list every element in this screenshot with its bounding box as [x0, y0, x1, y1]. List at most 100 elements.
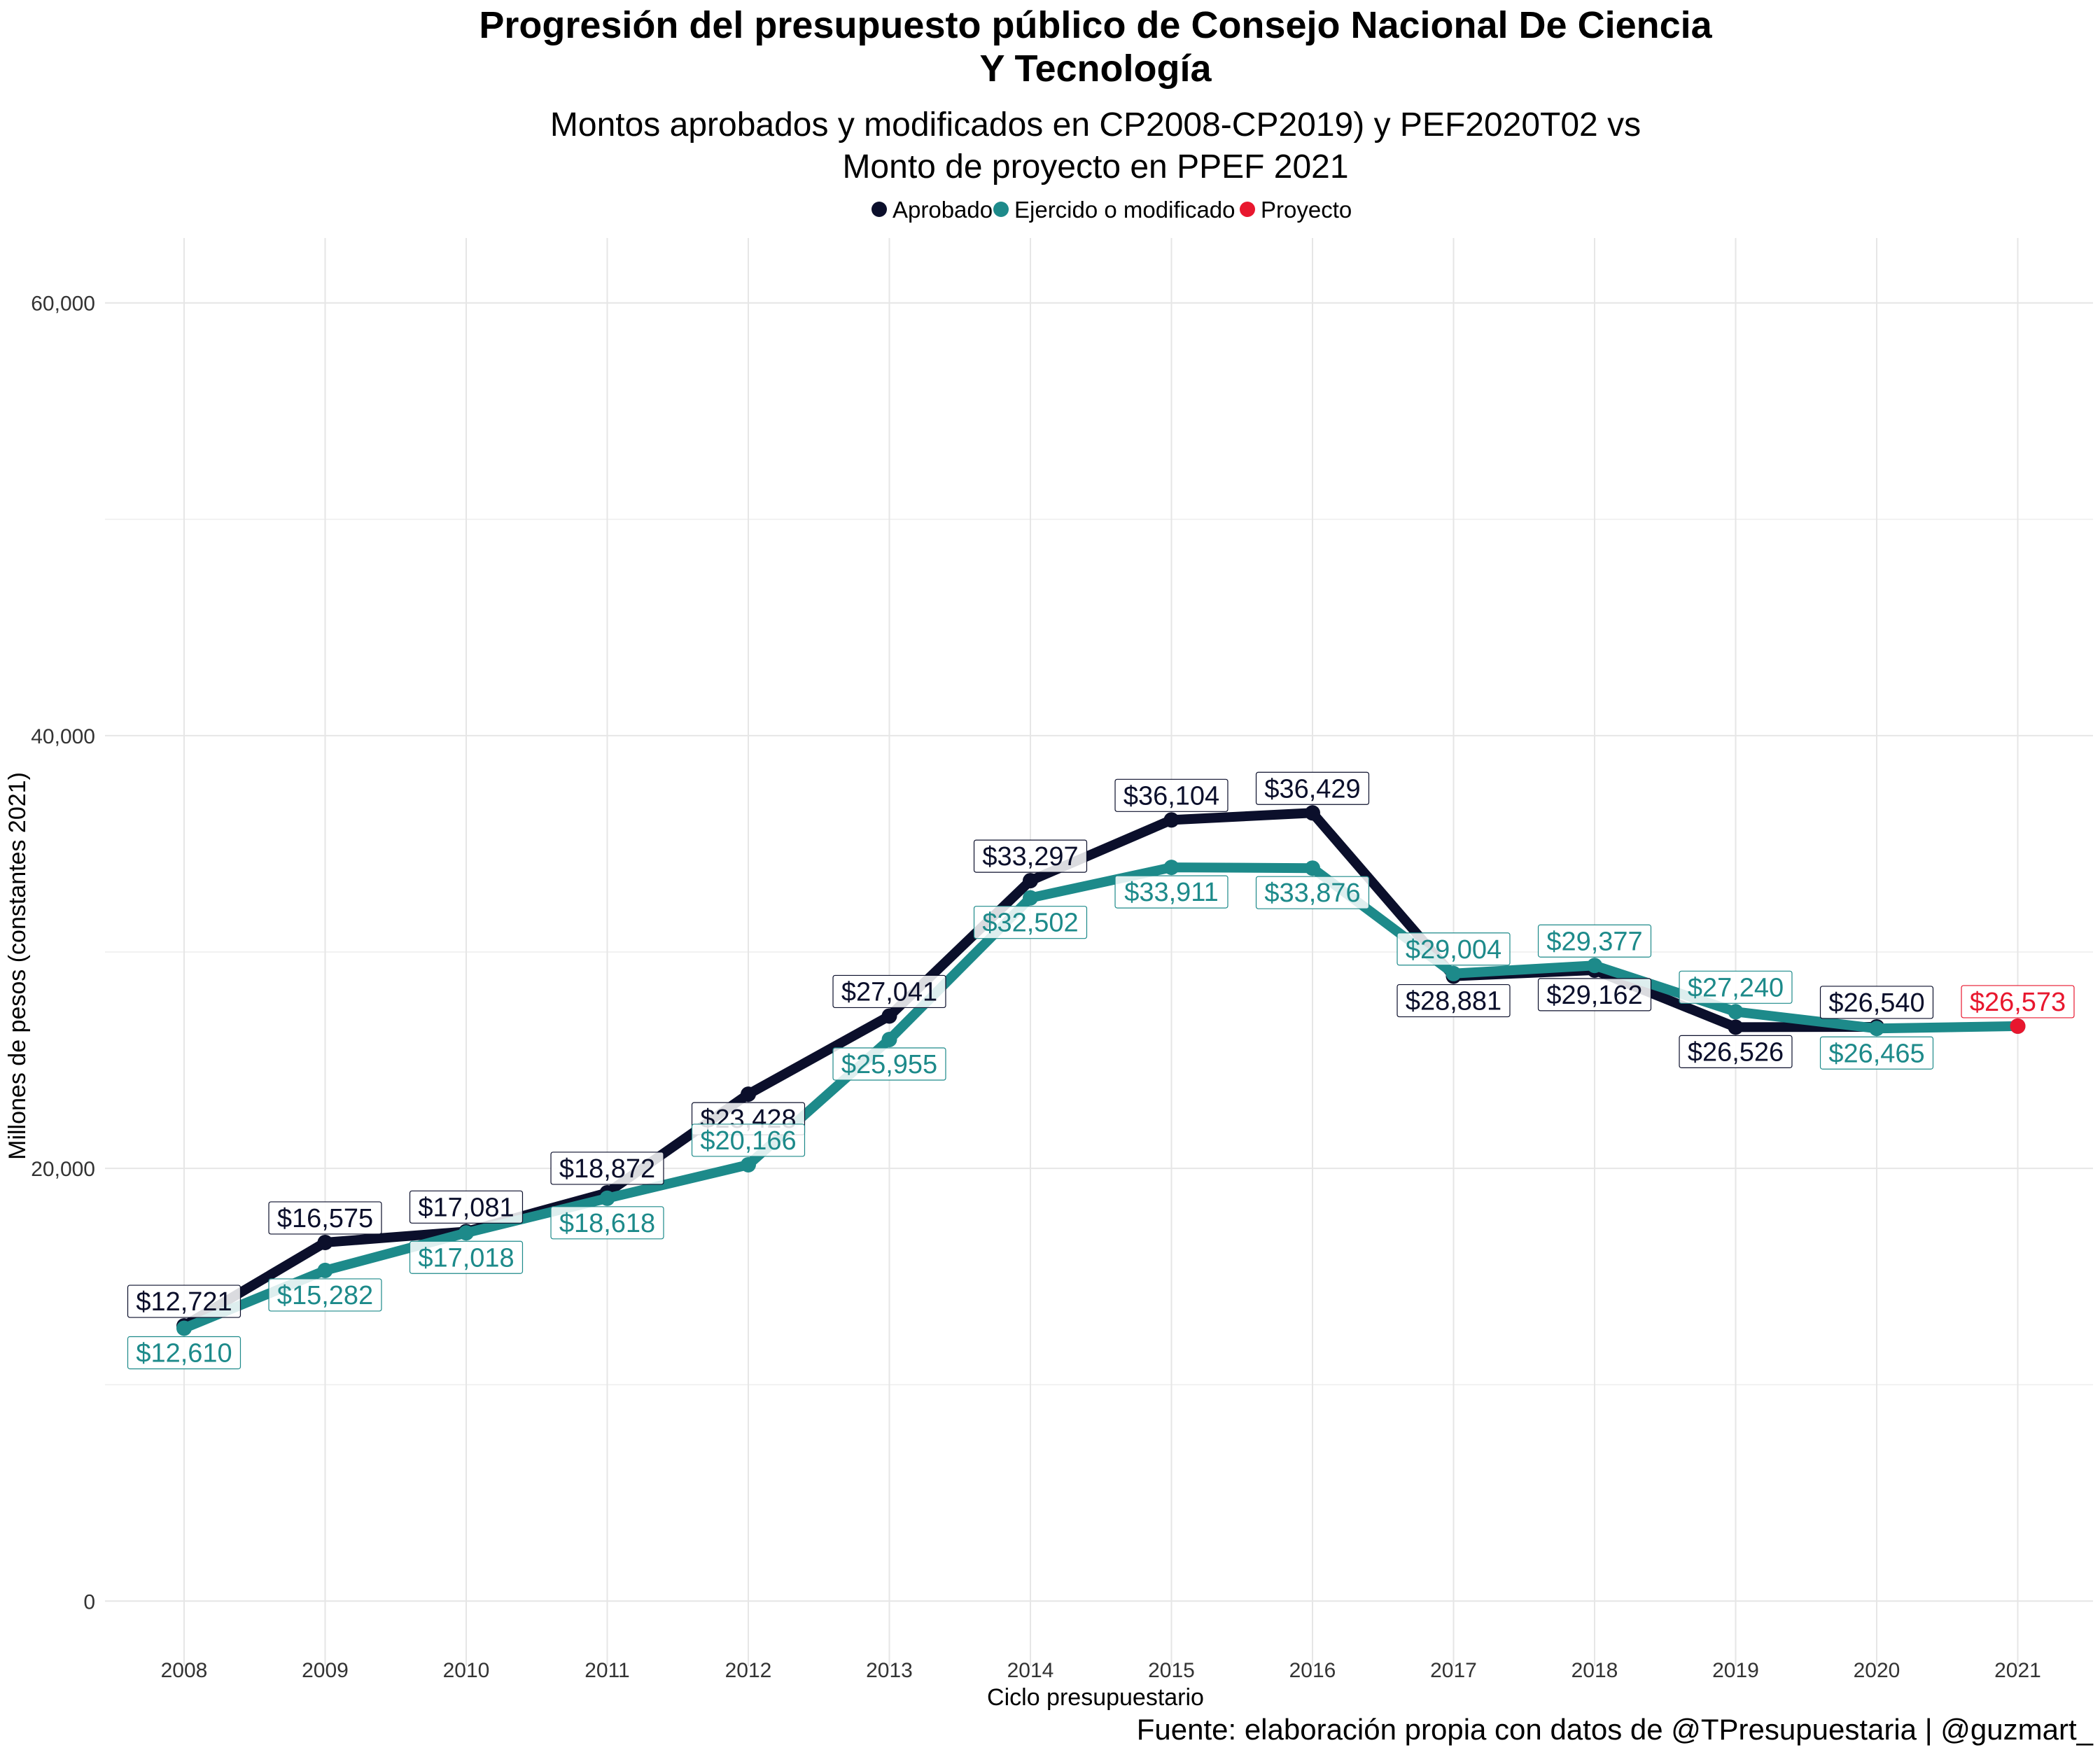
data-label-box	[550, 1206, 664, 1240]
data-point	[1305, 860, 1320, 876]
data-label-text: $32,502	[982, 909, 1078, 938]
data-label-text: $26,465	[1828, 1039, 1924, 1068]
data-label: $26,573	[1961, 985, 2075, 1018]
x-axis-title: Ciclo presupuestario	[987, 1684, 1204, 1711]
data-label-box	[1255, 876, 1370, 909]
data-label-box	[127, 1284, 241, 1318]
titles-layer: Progresión del presupuesto público de Co…	[479, 4, 1712, 186]
data-label-box	[409, 1240, 524, 1274]
data-label: $33,297	[973, 839, 1088, 873]
data-label: $33,876	[1255, 876, 1370, 909]
data-label: $17,018	[409, 1240, 524, 1274]
data-point	[881, 1008, 897, 1024]
data-point	[881, 1032, 897, 1048]
y-tick-label: 20,000	[31, 1158, 95, 1181]
data-label-box	[973, 839, 1088, 873]
data-label-text: $18,618	[559, 1209, 655, 1238]
legend-marker	[1240, 202, 1255, 217]
data-label: $32,502	[973, 906, 1088, 939]
data-label-box	[832, 1047, 946, 1081]
legend-marker	[872, 202, 887, 217]
data-label-text: $33,911	[1124, 878, 1219, 907]
data-point	[1587, 958, 1602, 974]
data-label-box	[691, 1124, 806, 1157]
data-label-box	[1819, 1036, 1934, 1070]
legend-label: Aprobado	[892, 197, 993, 223]
data-label-box	[1396, 932, 1511, 966]
data-label: $28,881	[1396, 983, 1511, 1018]
x-tick-label: 2010	[443, 1659, 490, 1682]
data-label-text: $18,872	[559, 1154, 655, 1184]
data-label-text: $20,166	[700, 1126, 796, 1156]
data-point	[1163, 812, 1180, 828]
data-label-text: $28,881	[1406, 987, 1502, 1016]
data-label-text: $16,575	[277, 1204, 373, 1233]
data-label: $33,911	[1114, 875, 1228, 909]
data-point	[317, 1262, 333, 1278]
y-tick-label: 60,000	[31, 293, 95, 316]
series-line-ejercido-o-modificado	[179, 862, 2023, 1334]
data-label: $20,166	[691, 1124, 806, 1157]
x-tick-label: 2018	[1572, 1659, 1618, 1682]
data-label-text: $33,297	[982, 842, 1078, 872]
data-label-text: $36,104	[1124, 781, 1219, 811]
data-label: $27,240	[1679, 970, 1793, 1004]
data-point	[1728, 1004, 1744, 1020]
data-label-text: $17,018	[418, 1243, 514, 1273]
data-label-box	[1396, 983, 1511, 1018]
data-label: $26,465	[1819, 1036, 1934, 1070]
data-label: $29,377	[1537, 924, 1652, 958]
x-tick-label: 2013	[866, 1659, 913, 1682]
data-point	[599, 1190, 615, 1206]
data-label-text: $15,282	[277, 1281, 373, 1310]
data-label-box	[409, 1190, 524, 1224]
x-tick-label: 2012	[725, 1659, 772, 1682]
x-tick-label: 2021	[1994, 1659, 2041, 1682]
data-point	[317, 1234, 333, 1250]
data-label-text: $27,240	[1688, 973, 1784, 1002]
data-point	[1023, 890, 1038, 906]
data-point	[741, 1156, 756, 1172]
data-label: $25,955	[832, 1047, 946, 1081]
data-label-box	[1255, 771, 1370, 805]
x-tick-label: 2019	[1712, 1659, 1759, 1682]
data-label-box	[1961, 985, 2075, 1018]
data-label-text: $17,081	[418, 1193, 514, 1222]
data-label-box	[1679, 1035, 1793, 1068]
data-point	[1869, 1021, 1884, 1037]
data-label: $17,081	[409, 1190, 524, 1224]
data-label: $29,162	[1537, 978, 1652, 1011]
data-label-box	[550, 1152, 664, 1185]
x-tick-label: 2009	[302, 1659, 349, 1682]
data-label: $27,041	[832, 974, 946, 1009]
data-label-text: $29,377	[1546, 927, 1642, 956]
data-label-text: $12,610	[136, 1339, 232, 1368]
x-tick-label: 2020	[1854, 1659, 1900, 1682]
data-label-text: $36,429	[1264, 774, 1360, 804]
data-label-box	[1819, 986, 1934, 1019]
data-label-box	[1114, 875, 1228, 909]
data-label: $18,618	[550, 1206, 664, 1240]
data-label: $26,526	[1679, 1035, 1793, 1068]
chart-title: Progresión del presupuesto público de Co…	[479, 4, 1712, 46]
series-layer	[176, 805, 2026, 1336]
data-point	[176, 1320, 192, 1336]
data-label: $18,872	[550, 1152, 664, 1185]
chart-subtitle: Montos aprobados y modificados en CP2008…	[550, 106, 1641, 144]
chart-subtitle: Monto de proyecto en PPEF 2021	[842, 148, 1348, 186]
data-label-box	[1537, 924, 1652, 958]
data-point	[741, 1086, 756, 1102]
x-tick-label: 2014	[1007, 1659, 1054, 1682]
axis-layer: 0 20,000 40,000 60,000 2008 2009 2010 2011 2012 2…	[4, 293, 2094, 1746]
legend-label: Ejercido o modificado	[1014, 197, 1236, 223]
x-tick-label: 2017	[1430, 1659, 1477, 1682]
labels-layer: $12,721$16,575 $17,081$18,872$23,428$27,0…	[127, 771, 2075, 1370]
y-tick-label: 40,000	[31, 725, 95, 748]
data-point	[2010, 1018, 2026, 1034]
data-label-box	[832, 974, 946, 1009]
data-label-box	[127, 1336, 241, 1370]
data-point	[1728, 1019, 1744, 1035]
y-tick-label: 0	[83, 1590, 95, 1614]
